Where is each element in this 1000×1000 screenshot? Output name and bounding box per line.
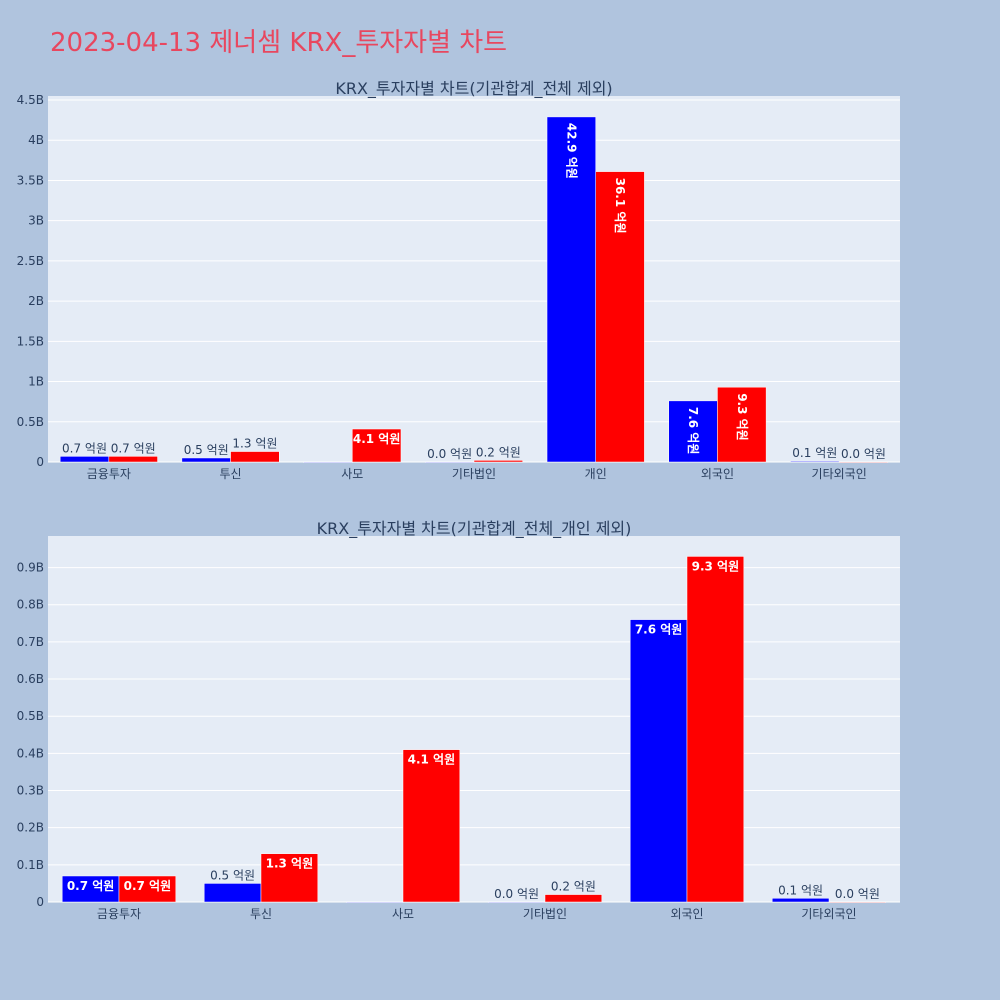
bar	[108, 456, 158, 463]
y-tick-label: 0.5B	[17, 709, 44, 723]
data-label: 0.0 억원	[835, 887, 880, 901]
y-tick-label: 0.1B	[17, 858, 44, 872]
y-tick-label: 1B	[28, 375, 44, 389]
bar	[118, 875, 177, 903]
chart-title: KRX_투자자별 차트(기관합계_전체_개인 제외)	[317, 519, 632, 539]
x-tick-label: 개인	[585, 467, 607, 481]
data-label: 4.1 억원	[408, 753, 456, 767]
bar	[203, 883, 262, 903]
x-tick-label: 기타외국인	[801, 907, 856, 921]
data-label: 0.7 억원	[124, 879, 172, 893]
bar	[352, 428, 402, 463]
bar	[260, 853, 319, 903]
x-tick-label: 외국인	[670, 907, 703, 921]
bar	[546, 116, 596, 463]
y-tick-label: 4B	[28, 133, 44, 147]
x-tick-label: 금융투자	[87, 467, 131, 481]
x-tick-label: 사모	[392, 907, 414, 921]
bar	[629, 619, 688, 903]
y-tick-label: 3B	[28, 214, 44, 228]
x-tick-label: 투신	[220, 467, 242, 481]
plot-area	[48, 536, 900, 902]
data-label: 1.3 억원	[266, 857, 314, 871]
y-tick-label: 2.5B	[17, 254, 44, 268]
y-tick-label: 3.5B	[17, 173, 44, 187]
bar	[686, 556, 745, 903]
data-label: 4.1 억원	[353, 432, 401, 446]
y-tick-label: 1.5B	[17, 334, 44, 348]
bar	[402, 749, 461, 903]
y-tick-label: 0	[36, 455, 44, 469]
data-label: 9.3 억원	[735, 393, 749, 441]
bar	[668, 400, 718, 463]
data-label: 0.2 억원	[476, 445, 521, 459]
y-tick-label: 0.3B	[17, 784, 44, 798]
bar	[473, 460, 523, 463]
bar	[425, 461, 475, 463]
y-tick-label: 4.5B	[17, 93, 44, 107]
data-label: 9.3 억원	[692, 559, 740, 573]
y-tick-label: 2B	[28, 294, 44, 308]
page-title: 2023-04-13 제너셈 KRX_투자자별 차트	[50, 28, 508, 58]
x-tick-label: 사모	[341, 467, 363, 481]
data-label: 0.2 억원	[551, 880, 596, 894]
bar	[345, 901, 404, 903]
data-label: 0.5 억원	[184, 443, 229, 457]
data-label: 0.1 억원	[792, 446, 837, 460]
bar	[771, 898, 830, 903]
data-label: 0.1 억원	[778, 883, 823, 897]
x-tick-label: 외국인	[701, 467, 734, 481]
bar	[595, 171, 645, 463]
x-tick-label: 기타법인	[452, 467, 496, 481]
data-label: 0.7 억원	[62, 441, 107, 455]
data-label: 0.7 억원	[67, 879, 115, 893]
x-tick-label: 금융투자	[97, 907, 141, 921]
data-label: 0.0 억원	[427, 447, 472, 461]
data-label: 0.0 억원	[841, 447, 886, 461]
y-tick-label: 0.5B	[17, 415, 44, 429]
data-label: 7.6 억원	[635, 623, 683, 637]
y-tick-label: 0.9B	[17, 561, 44, 575]
bar	[230, 451, 280, 463]
data-label: 0.7 억원	[111, 441, 156, 455]
y-tick-label: 0.8B	[17, 598, 44, 612]
data-label: 42.9 억원	[564, 123, 578, 179]
y-tick-label: 0.6B	[17, 672, 44, 686]
bar	[717, 386, 767, 463]
data-label: 0.5 억원	[210, 868, 255, 882]
bar	[544, 894, 603, 903]
data-label: 7.6 억원	[686, 407, 700, 455]
x-tick-label: 투신	[250, 907, 272, 921]
data-label: 36.1 억원	[613, 178, 627, 234]
data-label: 0.0 억원	[494, 887, 539, 901]
y-tick-label: 0	[36, 895, 44, 909]
y-tick-label: 0.7B	[17, 635, 44, 649]
chart-top: KRX_투자자별 차트(기관합계_전체 제외) 0 0.5B 1B 1.5B 2B 2.5B…	[17, 79, 900, 481]
bar	[838, 461, 889, 463]
bar	[61, 875, 120, 903]
bar	[303, 461, 353, 463]
chart-title: KRX_투자자별 차트(기관합계_전체 제외)	[335, 79, 612, 99]
bar	[828, 901, 887, 903]
y-tick-label: 0.2B	[17, 821, 44, 835]
x-tick-label: 기타외국인	[812, 467, 867, 481]
bar	[790, 460, 840, 463]
x-tick-label: 기타법인	[523, 907, 567, 921]
bar	[487, 901, 546, 903]
data-label: 1.3 억원	[232, 437, 277, 451]
y-tick-label: 0.4B	[17, 746, 44, 760]
